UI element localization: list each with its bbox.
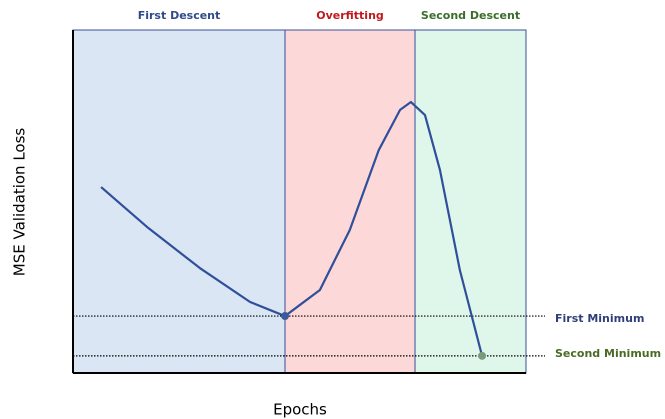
minimum-marker: [478, 351, 487, 360]
minimum-marker: [281, 312, 290, 321]
region: [284, 29, 416, 374]
annotation-label: Second Minimum: [555, 347, 661, 360]
curve: [100, 100, 484, 357]
region: [414, 29, 527, 374]
annotation-label: First Minimum: [555, 312, 644, 325]
y-axis-label: MSE Validation Loss: [11, 128, 29, 277]
x-axis-label: Epochs: [273, 401, 327, 419]
region-label: Second Descent: [421, 9, 520, 22]
region: [72, 29, 286, 374]
region-label: Overfitting: [316, 9, 384, 22]
region-label: First Descent: [138, 9, 221, 22]
